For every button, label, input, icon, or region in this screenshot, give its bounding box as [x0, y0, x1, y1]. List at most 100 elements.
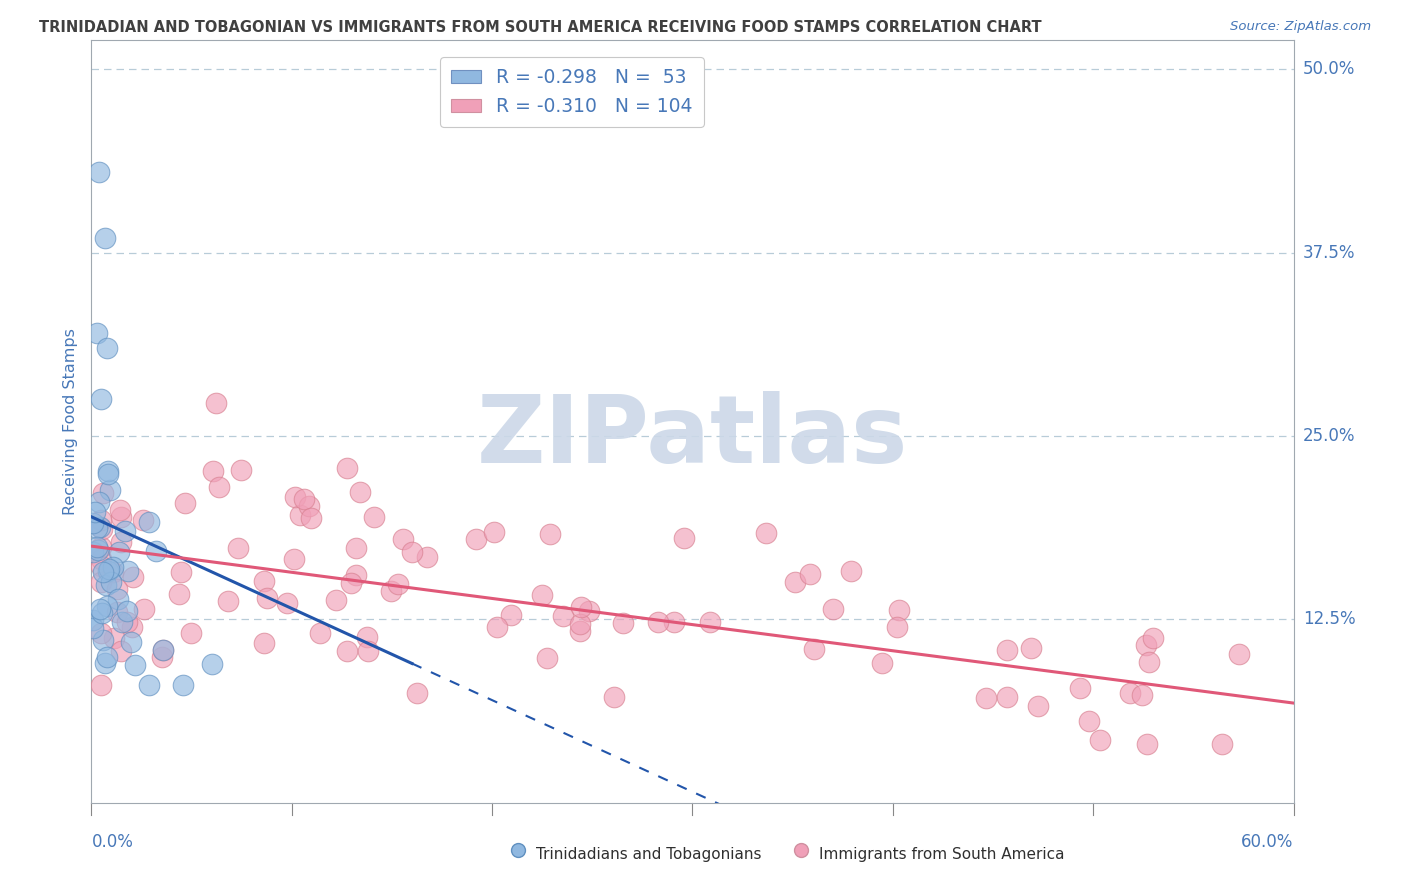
Point [551, 608, 574, 623]
Point [90, 574, 112, 589]
Point [90, 626, 112, 640]
Point [90, 522, 112, 536]
Point [152, 642, 174, 657]
Point [283, 551, 305, 566]
Point [288, 508, 311, 523]
Point [86, 542, 108, 557]
Point [86, 540, 108, 554]
Point [90, 678, 112, 692]
Point [105, 582, 128, 596]
Point [392, 532, 415, 546]
Point [122, 570, 145, 584]
Point [100, 575, 122, 590]
Point [1263, 887, 1285, 892]
Point [887, 603, 910, 617]
Point [170, 565, 193, 579]
Point [995, 690, 1018, 705]
Point [110, 644, 132, 658]
Point [325, 593, 347, 607]
Point [568, 616, 591, 631]
Text: ZIPatlas: ZIPatlas [477, 391, 908, 483]
Point [1137, 655, 1160, 669]
Point [363, 509, 385, 524]
Point [89, 165, 111, 179]
Point [94, 656, 117, 670]
Point [785, 574, 807, 589]
Point [152, 643, 174, 657]
Point [1211, 737, 1233, 751]
Point [284, 491, 307, 505]
Text: TRINIDADIAN AND TOBAGONIAN VS IMMIGRANTS FROM SOUTH AMERICA RECEIVING FOOD STAMP: TRINIDADIAN AND TOBAGONIAN VS IMMIGRANTS… [39, 20, 1042, 35]
Point [167, 586, 190, 600]
Point [124, 658, 146, 673]
Point [1130, 689, 1153, 703]
Point [839, 565, 862, 579]
Point [870, 656, 893, 670]
Point [117, 564, 139, 578]
Point [1028, 698, 1050, 713]
Point [208, 480, 231, 494]
Point [578, 604, 600, 618]
Point [1227, 647, 1250, 661]
Point [380, 584, 402, 599]
Point [486, 620, 509, 634]
Point [110, 510, 132, 524]
Point [121, 620, 143, 634]
Point [97, 564, 120, 578]
Text: 60.0%: 60.0% [1241, 833, 1294, 851]
Point [105, 605, 128, 619]
Point [96, 650, 118, 665]
Point [96, 341, 118, 355]
Point [111, 615, 134, 629]
Text: 25.0%: 25.0% [1303, 427, 1355, 445]
Point [103, 566, 125, 580]
Point [340, 576, 363, 591]
Point [886, 619, 908, 633]
Point [1142, 632, 1164, 646]
Text: Immigrants from South America: Immigrants from South America [818, 847, 1064, 862]
Point [132, 513, 155, 527]
Point [482, 525, 505, 540]
Point [89, 601, 111, 615]
Point [755, 525, 778, 540]
Point [82, 621, 104, 635]
Point [87, 495, 110, 509]
Point [612, 615, 634, 630]
Point [107, 545, 129, 559]
Point [134, 601, 156, 615]
Point [647, 615, 669, 629]
Point [90, 541, 112, 555]
Point [253, 574, 276, 589]
Text: 12.5%: 12.5% [1303, 610, 1355, 629]
Point [253, 636, 276, 650]
Point [110, 535, 132, 549]
Point [309, 625, 332, 640]
Point [336, 644, 359, 658]
Point [83, 505, 105, 519]
Point [699, 615, 721, 629]
Point [231, 463, 253, 477]
Text: 37.5%: 37.5% [1303, 244, 1355, 262]
Point [792, 887, 814, 892]
Point [98, 483, 121, 498]
Point [114, 524, 136, 539]
Point [115, 604, 138, 618]
Point [138, 515, 160, 529]
Point [86, 326, 108, 341]
Point [202, 465, 225, 479]
Point [569, 624, 592, 638]
Point [1136, 737, 1159, 751]
Point [803, 642, 825, 657]
Point [89, 520, 111, 534]
Point [276, 596, 298, 610]
Point [91, 565, 114, 579]
Text: Trinidadians and Tobagonians: Trinidadians and Tobagonians [536, 847, 762, 862]
Point [344, 541, 367, 556]
Point [86, 521, 108, 535]
Point [150, 649, 173, 664]
Point [260, 871, 283, 885]
Point [94, 231, 117, 245]
Point [115, 615, 138, 629]
Point [1119, 686, 1142, 700]
Point [82, 613, 104, 627]
